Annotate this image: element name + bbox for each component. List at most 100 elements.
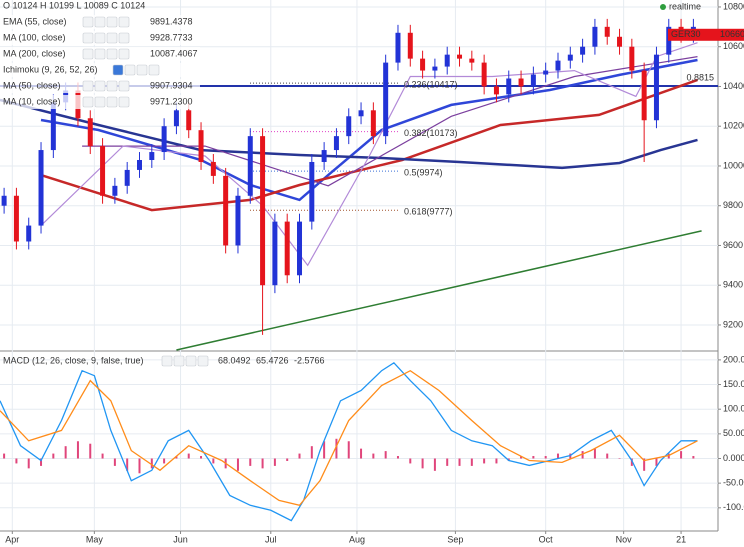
candle-body: [247, 136, 253, 196]
legend-icon: [82, 96, 94, 108]
candle-body: [333, 136, 339, 151]
fib-label: 0.236(10417): [404, 79, 458, 89]
y-tick-label: 9600: [723, 240, 743, 250]
candle-body: [260, 136, 266, 286]
y-tick-label: 100.0000: [723, 404, 744, 414]
histogram-bar: [372, 453, 375, 459]
candle-body: [210, 161, 216, 176]
legend-name: MA (100, close): [3, 32, 66, 42]
price-tag-symbol: GER30: [671, 29, 701, 39]
legend-name: MA (200, close): [3, 48, 66, 58]
histogram-bar: [396, 456, 399, 459]
candle-body: [198, 130, 204, 162]
histogram-bar: [483, 458, 486, 464]
legend-value: 9891.4378: [150, 16, 193, 26]
price-tag: [668, 28, 744, 41]
x-tick-label: Apr: [5, 534, 19, 544]
candle-body: [321, 150, 327, 162]
candle-body: [629, 46, 635, 71]
x-tick-label: Jun: [173, 534, 188, 544]
legend-icon: [106, 96, 118, 108]
legend-name: EMA (55, close): [3, 16, 67, 26]
legend-value: 9928.7733: [150, 32, 193, 42]
legend-icon: [106, 80, 118, 92]
histogram-bar: [64, 446, 67, 459]
legend-icon: [94, 80, 106, 92]
candle-body: [395, 32, 401, 63]
candle-body: [358, 110, 364, 117]
candle-body: [272, 221, 278, 286]
histogram-bar: [101, 453, 104, 459]
candle-body: [420, 58, 426, 71]
y-tick-label: 10200: [723, 121, 744, 131]
legend-icon: [118, 16, 130, 28]
y-tick-label: 200.0000: [723, 354, 744, 364]
grid-layer: [0, 0, 721, 534]
candle-body: [223, 175, 229, 246]
moving-average-line: [40, 58, 698, 202]
candle-body: [26, 225, 32, 242]
x-tick-label: Sep: [447, 534, 463, 544]
y-tick-label: 9200: [723, 319, 743, 329]
y-tick-label: 150.0000: [723, 379, 744, 389]
fib-label: 0.618(9777): [404, 207, 453, 217]
realtime-dot: [660, 4, 666, 10]
histogram-bar: [520, 456, 523, 459]
legend-icon: [106, 32, 118, 44]
moving-average-line: [40, 42, 698, 267]
histogram-bar: [360, 448, 363, 459]
histogram-bar: [433, 458, 436, 471]
histogram-bar: [40, 458, 43, 466]
y-tick-label: -50.0000: [723, 478, 744, 488]
histogram-bar: [630, 458, 633, 466]
candle-body: [407, 32, 413, 59]
candle-body: [136, 159, 142, 170]
legend-value: 9971.2300: [150, 96, 193, 106]
histogram-bar: [421, 458, 424, 469]
legend-icon: [94, 48, 106, 60]
y-tick-label: 9800: [723, 200, 743, 210]
candle-body: [124, 169, 130, 186]
histogram-bar: [692, 456, 695, 459]
candle-body: [432, 66, 438, 71]
legend-icon: [112, 64, 124, 76]
candle-body: [617, 36, 623, 47]
histogram-bar: [347, 441, 350, 459]
y-tick-label: 50.0000: [723, 428, 744, 438]
histogram-bar: [261, 458, 264, 469]
histogram-bar: [446, 458, 449, 466]
legend-icon: [94, 96, 106, 108]
candle-body: [161, 126, 167, 153]
histogram-bar: [273, 458, 276, 466]
macd-legend-value: 68.0492: [218, 355, 251, 365]
x-tick-label: Oct: [539, 534, 554, 544]
legend-icon: [106, 16, 118, 28]
legend-icon: [106, 48, 118, 60]
moving-average-line: [82, 56, 698, 187]
candle-body: [1, 195, 7, 206]
histogram-bar: [643, 458, 646, 471]
legend-name: MA (10, close): [3, 96, 61, 106]
histogram-bar: [163, 458, 166, 464]
candle-body: [297, 221, 303, 276]
candle-body: [481, 62, 487, 87]
candle-body: [149, 152, 155, 160]
candle-body: [370, 110, 376, 137]
candle-body: [469, 58, 475, 63]
histogram-bar: [384, 451, 387, 459]
legend-icon: [148, 64, 160, 76]
candle-body: [555, 60, 561, 71]
data-layer: [0, 18, 718, 522]
histogram-bar: [544, 456, 547, 459]
histogram-bar: [126, 458, 129, 471]
histogram-bar: [581, 451, 584, 459]
legend-icon: [124, 64, 136, 76]
histogram-bar: [200, 456, 203, 459]
legend-icon: [94, 16, 106, 28]
legend-icon: [82, 16, 94, 28]
candle-body: [100, 146, 106, 196]
histogram-bar: [27, 458, 30, 469]
x-tick-label: 21: [676, 534, 686, 544]
histogram-bar: [212, 458, 215, 464]
